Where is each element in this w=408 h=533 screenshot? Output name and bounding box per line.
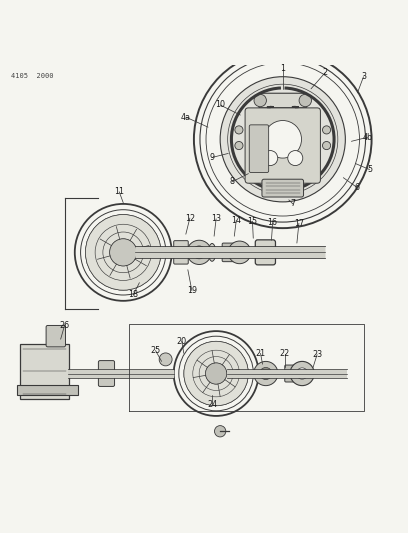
FancyBboxPatch shape: [18, 385, 78, 394]
Circle shape: [322, 141, 330, 150]
Circle shape: [260, 367, 272, 379]
Text: 3: 3: [361, 72, 366, 81]
Circle shape: [215, 426, 226, 437]
FancyBboxPatch shape: [245, 108, 320, 183]
FancyBboxPatch shape: [98, 361, 115, 386]
Circle shape: [228, 241, 251, 264]
Text: 23: 23: [312, 350, 322, 359]
Circle shape: [259, 116, 306, 163]
FancyBboxPatch shape: [46, 326, 66, 347]
Text: 25: 25: [151, 346, 161, 355]
Circle shape: [264, 120, 302, 158]
Text: 10: 10: [215, 100, 225, 109]
Text: 5: 5: [367, 165, 372, 174]
Text: 13: 13: [211, 214, 221, 223]
FancyBboxPatch shape: [262, 179, 304, 197]
Circle shape: [254, 94, 266, 107]
Circle shape: [220, 77, 345, 202]
FancyBboxPatch shape: [20, 344, 69, 399]
Circle shape: [288, 150, 303, 166]
Text: 16: 16: [268, 219, 278, 228]
Circle shape: [85, 215, 161, 290]
Text: 17: 17: [294, 219, 304, 228]
Circle shape: [235, 141, 243, 150]
Circle shape: [270, 126, 296, 152]
Text: 2: 2: [323, 68, 328, 77]
FancyBboxPatch shape: [259, 93, 307, 108]
Circle shape: [234, 247, 245, 257]
Text: 4105  2000: 4105 2000: [11, 74, 53, 79]
Circle shape: [254, 361, 278, 386]
Text: 1: 1: [280, 64, 285, 73]
Text: 8: 8: [230, 177, 235, 186]
Ellipse shape: [211, 249, 213, 256]
Circle shape: [322, 126, 330, 134]
Text: 4b: 4b: [362, 133, 373, 142]
Text: 19: 19: [187, 286, 197, 295]
Text: 6: 6: [355, 183, 360, 192]
Circle shape: [299, 94, 311, 107]
Text: 22: 22: [279, 349, 290, 358]
Text: 21: 21: [255, 349, 266, 358]
Circle shape: [297, 368, 308, 379]
Circle shape: [235, 126, 243, 134]
Circle shape: [159, 353, 172, 366]
Text: 18: 18: [129, 290, 138, 299]
Circle shape: [290, 361, 314, 386]
Circle shape: [206, 363, 227, 384]
Circle shape: [263, 150, 278, 166]
FancyBboxPatch shape: [255, 240, 275, 265]
Text: 24: 24: [207, 400, 217, 409]
Text: 4a: 4a: [181, 112, 191, 122]
FancyBboxPatch shape: [222, 243, 235, 262]
FancyBboxPatch shape: [285, 365, 297, 382]
Text: 14: 14: [231, 215, 241, 224]
Circle shape: [184, 341, 248, 406]
Circle shape: [193, 246, 206, 259]
Circle shape: [187, 240, 211, 264]
Text: 12: 12: [185, 214, 195, 223]
Text: 15: 15: [247, 217, 257, 226]
Ellipse shape: [208, 244, 216, 261]
FancyBboxPatch shape: [174, 241, 188, 264]
Text: 11: 11: [114, 187, 124, 196]
Text: 20: 20: [177, 337, 187, 346]
Circle shape: [110, 239, 137, 266]
Text: 9: 9: [210, 153, 215, 162]
Text: 26: 26: [60, 320, 70, 329]
FancyBboxPatch shape: [249, 125, 268, 173]
Text: 7: 7: [290, 199, 295, 208]
